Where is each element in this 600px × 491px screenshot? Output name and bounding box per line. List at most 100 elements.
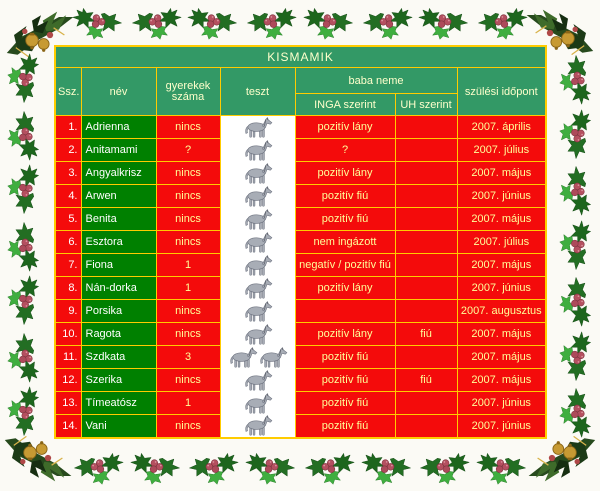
row-number: 13. [54,391,82,415]
children-cell: nincs [155,184,221,208]
uh-cell: fiú [394,322,458,346]
test-cell [219,253,296,277]
horse-icon [243,209,273,230]
uh-cell [394,391,458,415]
horse-icon [243,232,273,253]
holly-sprig-icon [559,109,593,161]
children-cell: nincs [155,322,221,346]
name-cell: Angyalkrisz [80,161,157,185]
inga-cell: pozitív fiú [294,414,396,439]
inga-cell: pozitív fiú [294,207,396,231]
holly-sprig-icon [361,451,413,485]
test-cell [219,207,296,231]
row-number: 14. [54,414,82,439]
holly-sprig-icon [559,164,593,216]
table-title: KISMAMIK [54,45,547,68]
holly-sprig-icon [476,451,528,485]
holly-border-left [3,62,45,429]
uh-cell [394,276,458,300]
uh-cell [394,299,458,323]
col-header-nev: név [80,67,157,116]
inga-cell: pozitív lány [294,161,396,185]
holly-sprig-icon [130,6,182,40]
name-cell: Szerika [80,368,157,392]
table-row: 7. Fiona 1 negatív / pozitív fiú 2007. m… [54,253,547,277]
col-header-uh: UH szerint [394,93,458,116]
row-number: 6. [54,230,82,254]
holly-sprig-icon [303,451,355,485]
uh-cell [394,414,458,439]
row-number: 5. [54,207,82,231]
uh-cell [394,184,458,208]
name-cell: Fiona [80,253,157,277]
date-cell: 2007. július [456,230,547,254]
holly-sprig-icon [559,53,593,105]
name-cell: Adrienna [80,115,157,139]
test-cell [219,161,296,185]
col-header-ssz: Ssz. [54,67,82,116]
horse-icon [243,186,273,207]
holly-sprig-icon [245,451,297,485]
uh-cell: fiú [394,368,458,392]
holly-border-right [555,62,597,429]
table-row: 5. Benita nincs pozitív fiú 2007. május [54,207,547,231]
name-cell: Szdkata [80,345,157,369]
test-cell [219,299,296,323]
test-cell [219,115,296,139]
table-row: 10. Ragota nincs pozitív lány fiú 2007. … [54,322,547,346]
test-cell [219,391,296,415]
holly-sprig-icon [303,6,355,40]
holly-sprig-icon [187,451,239,485]
horse-icon [228,347,258,368]
horse-icon [243,393,273,414]
table-row: 14. Vani nincs pozitív fiú 2007. június [54,414,547,439]
name-cell: Porsika [80,299,157,323]
col-header-teszt: teszt [219,67,296,116]
bells-garland-icon [2,431,76,485]
holly-border-top [72,3,528,43]
date-cell: 2007. május [456,368,547,392]
horse-icon [243,140,273,161]
col-header-szulesi: szülési időpont [456,67,547,116]
date-cell: 2007. június [456,276,547,300]
table-row: 4. Arwen nincs pozitív fiú 2007. június [54,184,547,208]
horse-icon [243,278,273,299]
horse-icon [258,347,288,368]
date-cell: 2007. június [456,391,547,415]
holly-sprig-icon [559,220,593,272]
table-row: 12. Szerika nincs pozitív fiú fiú 2007. … [54,368,547,392]
table-row: 13. Tímeatósz 1 pozitív fiú 2007. június [54,391,547,415]
children-cell: nincs [155,161,221,185]
row-number: 7. [54,253,82,277]
horse-icon [243,415,273,436]
uh-cell [394,115,458,139]
date-cell: 2007. május [456,207,547,231]
row-number: 4. [54,184,82,208]
children-cell: ? [155,138,221,162]
table-row: 9. Porsika nincs 2007. augusztus [54,299,547,323]
horse-icon [243,117,273,138]
table-row: 6. Esztora nincs nem ingázott 2007. júli… [54,230,547,254]
holly-sprig-icon [559,386,593,438]
bells-garland-icon [524,431,598,485]
col-header-baba-neme: baba neme [294,67,458,94]
holly-border-bottom [72,448,528,488]
holly-sprig-icon [72,451,124,485]
holly-sprig-icon [476,6,528,40]
holly-sprig-icon [7,53,41,105]
date-cell: 2007. május [456,322,547,346]
col-header-inga: INGA szerint [294,93,396,116]
uh-cell [394,253,458,277]
holly-sprig-icon [7,220,41,272]
inga-cell: ? [294,138,396,162]
col-header-gyerekek: gyerekek száma [155,67,221,116]
date-cell: 2007. május [456,161,547,185]
name-cell: Benita [80,207,157,231]
inga-cell: pozitív lány [294,322,396,346]
inga-cell: pozitív fiú [294,345,396,369]
children-cell: nincs [155,368,221,392]
inga-cell: negatív / pozitív fiú [294,253,396,277]
holly-sprig-icon [187,6,239,40]
inga-cell: pozitív lány [294,276,396,300]
holly-sprig-icon [7,109,41,161]
